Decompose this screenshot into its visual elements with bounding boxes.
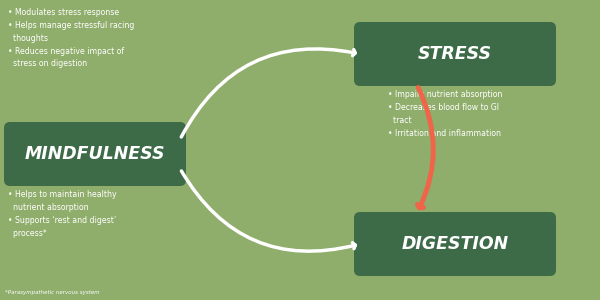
FancyBboxPatch shape bbox=[354, 22, 556, 86]
Text: DIGESTION: DIGESTION bbox=[401, 235, 509, 253]
Text: MINDFULNESS: MINDFULNESS bbox=[25, 145, 165, 163]
FancyBboxPatch shape bbox=[354, 212, 556, 276]
Text: STRESS: STRESS bbox=[418, 45, 492, 63]
FancyBboxPatch shape bbox=[4, 122, 186, 186]
Text: • Helps to maintain healthy
  nutrient absorption
• Supports ‘rest and digest’
 : • Helps to maintain healthy nutrient abs… bbox=[8, 190, 116, 238]
Text: • Modulates stress response
• Helps manage stressful racing
  thoughts
• Reduces: • Modulates stress response • Helps mana… bbox=[8, 8, 134, 68]
Text: • Impairs nutrient absorption
• Decreases blood flow to GI
  tract
• Irritation : • Impairs nutrient absorption • Decrease… bbox=[388, 90, 502, 137]
Text: *Parasympathetic nervous system: *Parasympathetic nervous system bbox=[5, 290, 100, 295]
